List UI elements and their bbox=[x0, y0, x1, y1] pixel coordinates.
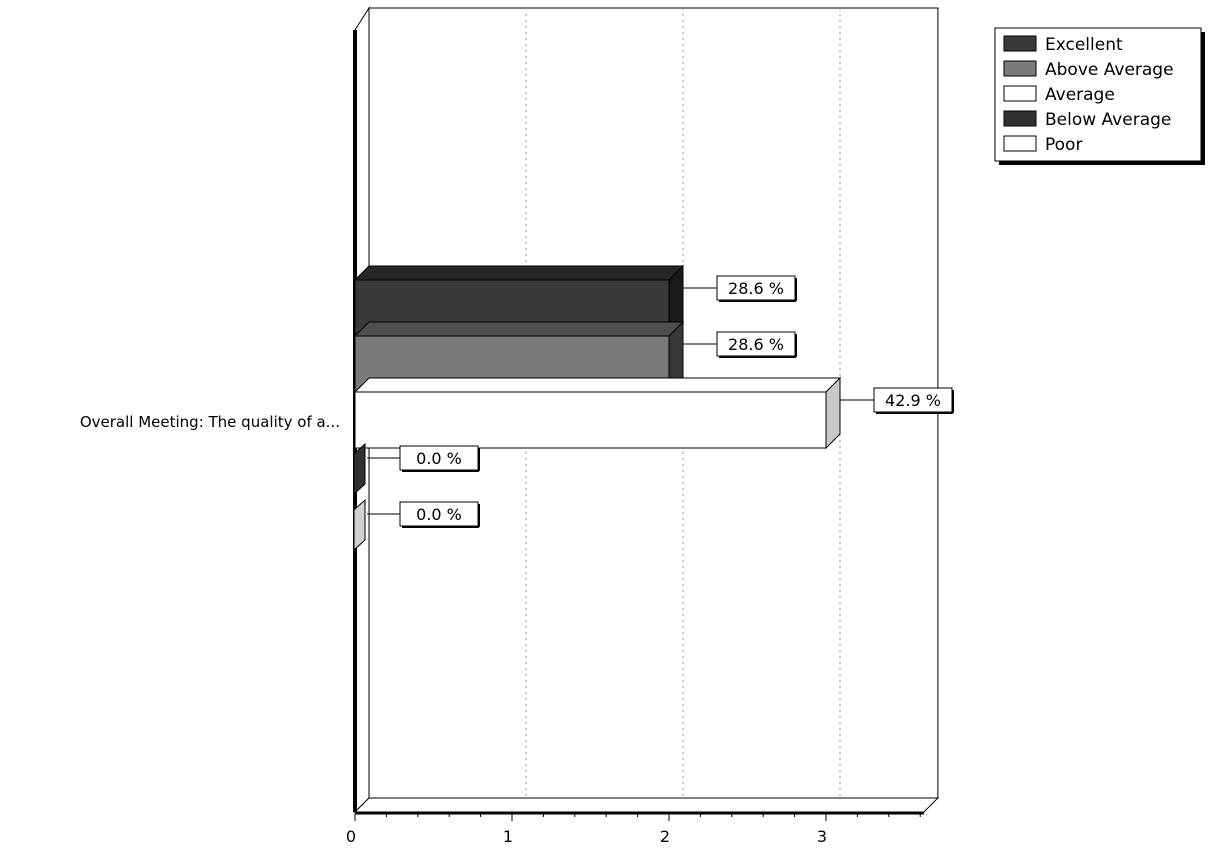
x-tick-label: 3 bbox=[817, 827, 827, 846]
bar-side-face bbox=[825, 376, 841, 450]
legend-label: Average bbox=[1045, 85, 1115, 105]
legend-label: Above Average bbox=[1045, 60, 1174, 80]
legend-swatch bbox=[1003, 110, 1037, 127]
x-tick-label: 0 bbox=[346, 827, 356, 846]
data-label: 0.0 % bbox=[416, 505, 462, 524]
legend-label: Below Average bbox=[1045, 110, 1171, 130]
legend-label: Excellent bbox=[1045, 35, 1123, 55]
data-label: 28.6 % bbox=[728, 279, 784, 298]
bar bbox=[353, 442, 366, 496]
bar-top-face bbox=[353, 377, 842, 393]
bar bbox=[353, 498, 366, 552]
data-label: 0.0 % bbox=[416, 449, 462, 468]
data-label-box bbox=[873, 387, 953, 413]
data-label: 42.9 % bbox=[885, 391, 941, 410]
legend-swatch bbox=[1003, 35, 1037, 52]
legend-label: Poor bbox=[1045, 135, 1082, 155]
x-tick-label: 2 bbox=[660, 827, 670, 846]
x-tick-label: 1 bbox=[503, 827, 513, 846]
category-label: Overall Meeting: The quality of a... bbox=[80, 413, 340, 431]
data-label: 28.6 % bbox=[728, 335, 784, 354]
legend-swatch bbox=[1003, 135, 1037, 152]
bar-top-face bbox=[353, 321, 685, 337]
data-label-box bbox=[716, 331, 796, 357]
bar-top-face bbox=[353, 265, 685, 281]
data-label-box bbox=[399, 501, 479, 527]
data-label-box bbox=[716, 275, 796, 301]
legend-swatch bbox=[1003, 60, 1037, 77]
bar bbox=[354, 391, 827, 449]
legend-swatch bbox=[1003, 85, 1037, 102]
plot-floor bbox=[353, 797, 940, 813]
